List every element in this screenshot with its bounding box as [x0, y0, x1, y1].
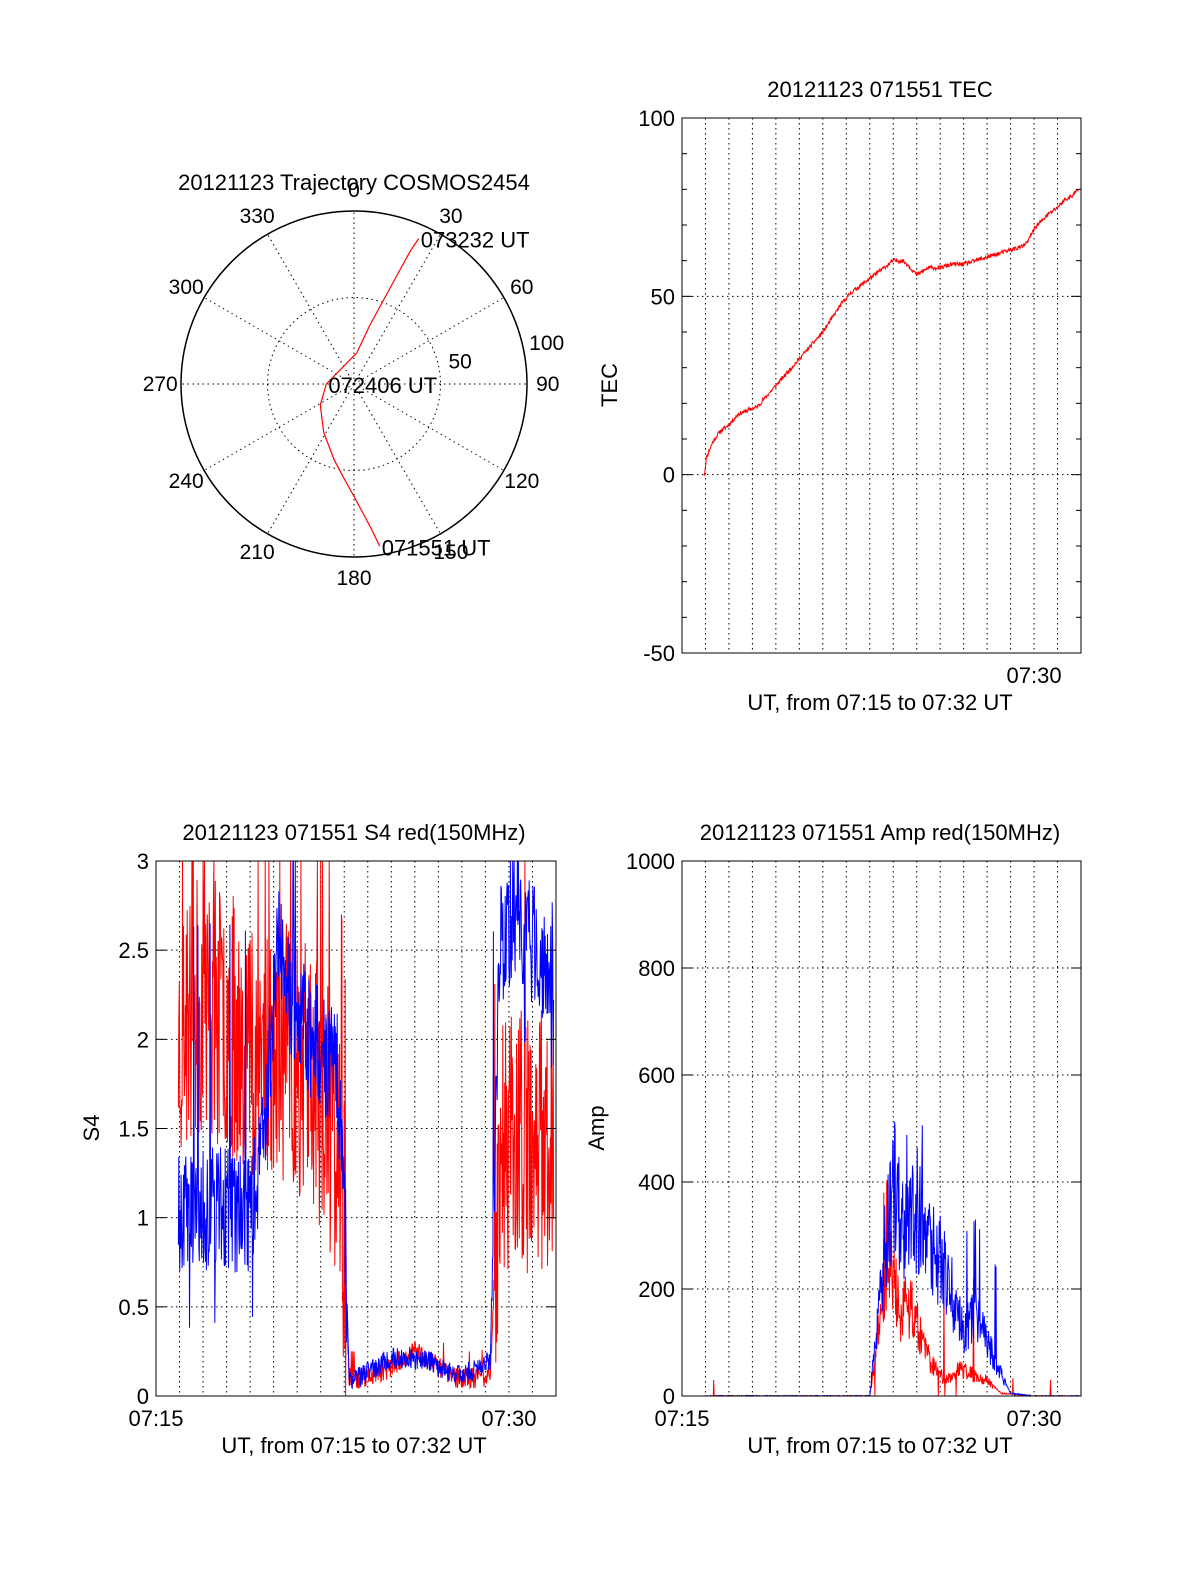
polar-angle-label: 150 [433, 541, 468, 564]
x-tick-label: 07:15 [128, 1406, 183, 1431]
trajectory-series-line [319, 238, 420, 547]
tec-x-label: UT, from 07:15 to 07:32 UT [747, 690, 1012, 715]
s4-grid [156, 861, 556, 1396]
y-tick-label: 0 [663, 1384, 675, 1409]
polar-spoke-gridline [267, 383, 355, 535]
tec-ticks: -50 0 50 100 07:30 [638, 106, 1081, 688]
tec-series [703, 189, 1080, 476]
s4-frame [155, 860, 557, 1397]
y-tick-label: 0 [137, 1384, 149, 1409]
polar-radial-label: 50 [448, 350, 471, 373]
s4-series-line-2 [177, 860, 555, 1390]
polar-angle-label: 0 [348, 179, 360, 202]
polar-angle-label: 240 [169, 470, 204, 493]
tec-y-label: TEC [597, 363, 622, 407]
trajectory-polar-chart: 20121123 Trajectory COSMOS2454 0 30 60 90 12… [143, 170, 565, 590]
y-tick-label: 0 [663, 463, 675, 488]
amp-series [704, 1121, 1079, 1398]
y-tick-label: 800 [638, 956, 675, 981]
polar-angle-label: 60 [510, 276, 533, 299]
trajectory-annotation: 072406 UT [328, 373, 437, 398]
y-tick-label: 2.5 [118, 938, 149, 963]
y-tick-label: 50 [651, 284, 675, 309]
s4-ticks: 0 0.5 1 1.5 2 2.5 3 07:15 07:30 [118, 849, 556, 1431]
polar-spoke-gridline [267, 233, 355, 385]
trajectory-annotation: 073232 UT [421, 228, 530, 253]
amp-title: 20121123 071551 Amp red(150MHz) [700, 820, 1060, 845]
y-tick-label: 1 [137, 1206, 149, 1231]
tec-frame [681, 117, 1082, 654]
y-tick-label: 3 [137, 849, 149, 874]
y-tick-label: 100 [638, 106, 675, 131]
x-tick-label: 07:30 [1007, 663, 1062, 688]
polar-labels: 0 30 60 90 120 150 180 210 240 270 300 330 50 100 [143, 179, 565, 590]
y-tick-label: 600 [638, 1063, 675, 1088]
y-tick-label: 200 [638, 1277, 675, 1302]
tec-series-line-1 [703, 189, 1080, 476]
tec-title: 20121123 071551 TEC [767, 77, 993, 102]
polar-spoke-gridline [353, 383, 441, 535]
amp-frame [681, 860, 1082, 1397]
polar-annotations: 073232 UT 072406 UT 071551 UT [328, 228, 529, 561]
s4-title: 20121123 071551 S4 red(150MHz) [182, 820, 525, 845]
y-tick-label: 0.5 [118, 1295, 149, 1320]
polar-radial-label: 100 [529, 332, 564, 355]
x-tick-label: 07:30 [481, 1406, 536, 1431]
trajectory-annotation: 071551 UT [382, 535, 491, 560]
s4-x-label: UT, from 07:15 to 07:32 UT [221, 1433, 486, 1458]
y-tick-label: 400 [638, 1170, 675, 1195]
polar-angle-label: 330 [240, 205, 275, 228]
polar-angle-label: 180 [336, 567, 371, 590]
s4-chart: 20121123 071551 S4 red(150MHz) UT, from … [79, 820, 557, 1458]
amp-ticks: 0 200 400 600 800 1000 07:15 07:30 [626, 849, 1081, 1431]
x-tick-label: 07:30 [1007, 1406, 1062, 1431]
tec-grid [682, 118, 1081, 653]
polar-angle-label: 210 [240, 541, 275, 564]
x-tick-label: 07:15 [654, 1406, 709, 1431]
trajectory-title: 20121123 Trajectory COSMOS2454 [178, 170, 530, 195]
amp-y-label: Amp [584, 1105, 609, 1150]
polar-grid [180, 210, 528, 558]
amp-grid [682, 861, 1081, 1396]
polar-angle-label: 300 [169, 276, 204, 299]
y-tick-label: 1000 [626, 849, 675, 874]
y-tick-label: -50 [643, 641, 675, 666]
polar-angle-label: 270 [143, 373, 178, 396]
s4-series [177, 860, 555, 1397]
polar-angle-label: 90 [536, 373, 559, 396]
polar-spoke-gridline [353, 233, 441, 385]
polar-series [319, 238, 420, 547]
polar-spoke-gridline [203, 297, 355, 385]
amp-x-label: UT, from 07:15 to 07:32 UT [747, 1433, 1012, 1458]
polar-angle-label: 30 [439, 205, 462, 228]
y-tick-label: 2 [137, 1027, 149, 1052]
y-tick-label: 1.5 [118, 1117, 149, 1142]
amp-chart: 20121123 071551 Amp red(150MHz) UT, from… [584, 820, 1082, 1458]
polar-spoke-gridline [353, 297, 505, 385]
polar-outer-circle [180, 210, 528, 558]
s4-y-label: S4 [79, 1115, 104, 1142]
tec-chart: 20121123 071551 TEC UT, from 07:15 to 07… [597, 77, 1082, 715]
polar-angle-label: 120 [504, 470, 539, 493]
polar-spoke-gridline [353, 383, 505, 471]
polar-spoke-gridline [203, 383, 355, 471]
